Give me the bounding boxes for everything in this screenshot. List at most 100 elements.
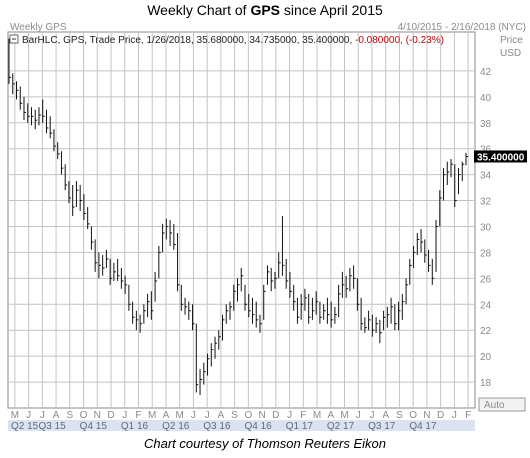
price-bar xyxy=(394,304,397,331)
quarter-label: Q3 17 xyxy=(368,421,396,432)
month-tick-label: J xyxy=(26,410,31,421)
y-tick-label: 30 xyxy=(480,222,492,233)
price-bar xyxy=(8,38,11,84)
price-bar xyxy=(19,86,23,110)
price-bar xyxy=(465,152,468,166)
price-bar xyxy=(199,369,203,396)
price-bar xyxy=(416,232,420,256)
price-bar xyxy=(218,330,221,350)
price-bar xyxy=(192,304,195,331)
price-bar xyxy=(158,245,161,279)
title-ticker: GPS xyxy=(250,2,281,18)
price-bar xyxy=(225,304,229,324)
price-bar xyxy=(90,226,94,250)
price-bar xyxy=(278,252,281,279)
price-bar xyxy=(240,267,244,292)
y-tick-label: 22 xyxy=(480,326,492,337)
title-prefix: Weekly Chart of xyxy=(147,2,251,18)
month-tick-label: A xyxy=(163,410,170,421)
price-bar xyxy=(308,293,311,324)
price-bar xyxy=(386,306,390,328)
price-bar xyxy=(251,297,255,324)
price-bar xyxy=(72,184,75,217)
month-tick-label: F xyxy=(300,410,306,421)
price-bar xyxy=(244,284,247,311)
price-bar xyxy=(83,194,86,220)
y-tick-label: 32 xyxy=(480,197,492,208)
price-bar xyxy=(461,161,465,182)
price-bar xyxy=(135,310,139,331)
price-bar xyxy=(150,291,154,320)
auto-scale-button[interactable] xyxy=(478,397,526,412)
price-bar xyxy=(128,284,131,311)
y-tick-label: 38 xyxy=(480,119,492,130)
price-bar xyxy=(207,353,210,376)
chart-caption: Chart courtesy of Thomson Reuters Eikon xyxy=(143,436,387,451)
quarter-label: Q4 17 xyxy=(409,421,437,432)
change-text: -0.080000, (-0.23%) xyxy=(355,35,444,46)
price-bar xyxy=(105,249,109,268)
title-suffix: since April 2015 xyxy=(280,2,383,18)
price-bar xyxy=(12,73,15,95)
series-text: BarHLC, GPS, Trade Price, 1/26/2018, 35.… xyxy=(22,35,352,46)
date-range-label: 4/10/2015 - 2/16/2018 (NYC) xyxy=(398,22,526,33)
price-axis-label: Price xyxy=(500,35,523,46)
price-bar xyxy=(15,81,19,100)
quarter-label: Q1 17 xyxy=(286,421,314,432)
month-tick-label: M xyxy=(11,410,19,421)
y-tick-label: 36 xyxy=(480,145,492,156)
month-tick-label: S xyxy=(231,410,238,421)
price-bar xyxy=(431,258,435,285)
price-bar xyxy=(353,265,356,289)
price-bar xyxy=(169,220,173,246)
price-bar xyxy=(450,159,454,178)
price-bar xyxy=(338,284,341,318)
price-bar xyxy=(248,293,251,318)
plot-area xyxy=(7,31,476,409)
month-tick-label: F xyxy=(135,410,141,421)
month-tick-label: J xyxy=(287,410,292,421)
month-tick-label: A xyxy=(327,410,334,421)
y-tick-label: 34 xyxy=(480,171,492,182)
price-bar xyxy=(27,103,30,123)
price-bar xyxy=(375,317,379,333)
price-bar xyxy=(57,142,60,160)
quarter-label: Q3 15 xyxy=(38,421,66,432)
price-bar xyxy=(188,301,191,320)
price-bar xyxy=(87,207,90,230)
month-tick-label: M xyxy=(176,410,184,421)
price-bar xyxy=(405,278,409,305)
price-bar xyxy=(38,107,41,126)
month-tick-label: A xyxy=(53,410,60,421)
price-bar xyxy=(64,164,68,191)
price-bar xyxy=(210,343,214,367)
price-bar xyxy=(229,301,233,320)
price-bar xyxy=(334,306,337,324)
price-bar xyxy=(147,293,150,318)
price-bar xyxy=(154,271,158,302)
quarter-band xyxy=(8,420,475,431)
price-bar xyxy=(233,284,236,311)
price-bar xyxy=(53,129,56,152)
price-bar xyxy=(439,190,442,227)
month-tick-label: J xyxy=(191,410,196,421)
month-tick-label: J xyxy=(369,410,374,421)
price-bar xyxy=(222,314,225,341)
price-bar xyxy=(281,216,285,276)
price-bar xyxy=(79,184,83,211)
price-bar xyxy=(349,267,352,292)
y-tick-label: 18 xyxy=(480,378,492,389)
currency-label: USD xyxy=(500,48,521,59)
quarter-label: Q2 16 xyxy=(162,421,190,432)
y-tick-label: 42 xyxy=(480,67,492,78)
last-price-label: 35.400000 xyxy=(477,152,525,163)
quarter-label: Q4 15 xyxy=(80,421,108,432)
price-bar xyxy=(113,262,116,281)
price-bar xyxy=(132,301,135,324)
price-bar xyxy=(120,267,124,289)
price-bar xyxy=(311,297,315,320)
price-bar xyxy=(94,239,98,272)
price-bar xyxy=(162,223,165,253)
price-bar xyxy=(237,278,240,302)
price-bar xyxy=(330,301,334,328)
